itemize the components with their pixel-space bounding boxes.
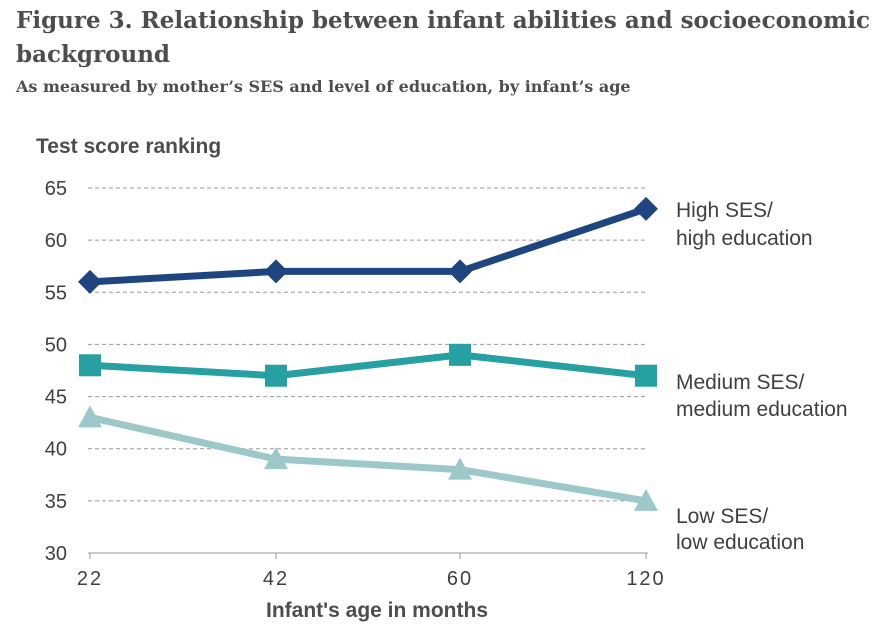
data-point-triangle xyxy=(264,447,288,470)
y-tick-label: 40 xyxy=(45,439,67,461)
series-labels: High SES/high education Medium SES/medium… xyxy=(676,199,848,554)
data-point-square xyxy=(79,354,101,377)
y-axis-label: Test score ranking xyxy=(36,135,221,158)
axes: 30 35 40 45 50 55 60 65 22 42 60 120 xyxy=(45,178,665,590)
series-label-3: Low SES/ xyxy=(676,505,768,528)
data-point-triangle xyxy=(448,457,472,480)
series-label-2: Medium SES/ xyxy=(676,371,805,394)
x-axis-label: Infant's age in months xyxy=(266,599,488,622)
y-tick-label: 35 xyxy=(45,491,67,513)
series-line xyxy=(89,205,648,286)
data-point-diamond xyxy=(634,196,658,221)
series-label-3: low education xyxy=(676,531,804,554)
series-line xyxy=(89,414,647,505)
y-tick-label: 30 xyxy=(45,543,67,565)
y-tick-label: 50 xyxy=(45,334,67,356)
data-point-square xyxy=(635,364,657,387)
series-1 xyxy=(78,196,658,294)
chart-subtitle: As measured by mother’s SES and level of… xyxy=(16,77,631,96)
data-point-square xyxy=(449,343,471,366)
y-tick-label: 45 xyxy=(45,387,67,409)
y-tick-label: 55 xyxy=(45,282,67,304)
data-point-square xyxy=(265,364,287,387)
data-point-triangle xyxy=(634,488,658,511)
series-2 xyxy=(79,343,657,387)
chart-title: Figure 3. Relationship between infant ab… xyxy=(16,7,871,68)
series-label-2: medium education xyxy=(676,398,848,421)
series-label-1: High SES/ xyxy=(676,199,773,222)
data-point-diamond xyxy=(448,259,472,284)
y-tick-label: 60 xyxy=(45,230,67,252)
data-point-diamond xyxy=(78,269,102,294)
series-group xyxy=(78,196,658,511)
data-point-diamond xyxy=(264,259,288,284)
x-tick-label: 60 xyxy=(447,568,473,590)
gridlines xyxy=(88,187,648,502)
x-tick-label: 120 xyxy=(626,568,665,590)
x-tick-label: 42 xyxy=(263,568,289,590)
data-point-triangle xyxy=(78,405,102,428)
series-3 xyxy=(78,405,658,511)
y-tick-label: 65 xyxy=(45,178,67,200)
series-label-1: high education xyxy=(676,227,813,250)
x-tick-label: 22 xyxy=(77,568,103,590)
series-line xyxy=(89,351,647,380)
